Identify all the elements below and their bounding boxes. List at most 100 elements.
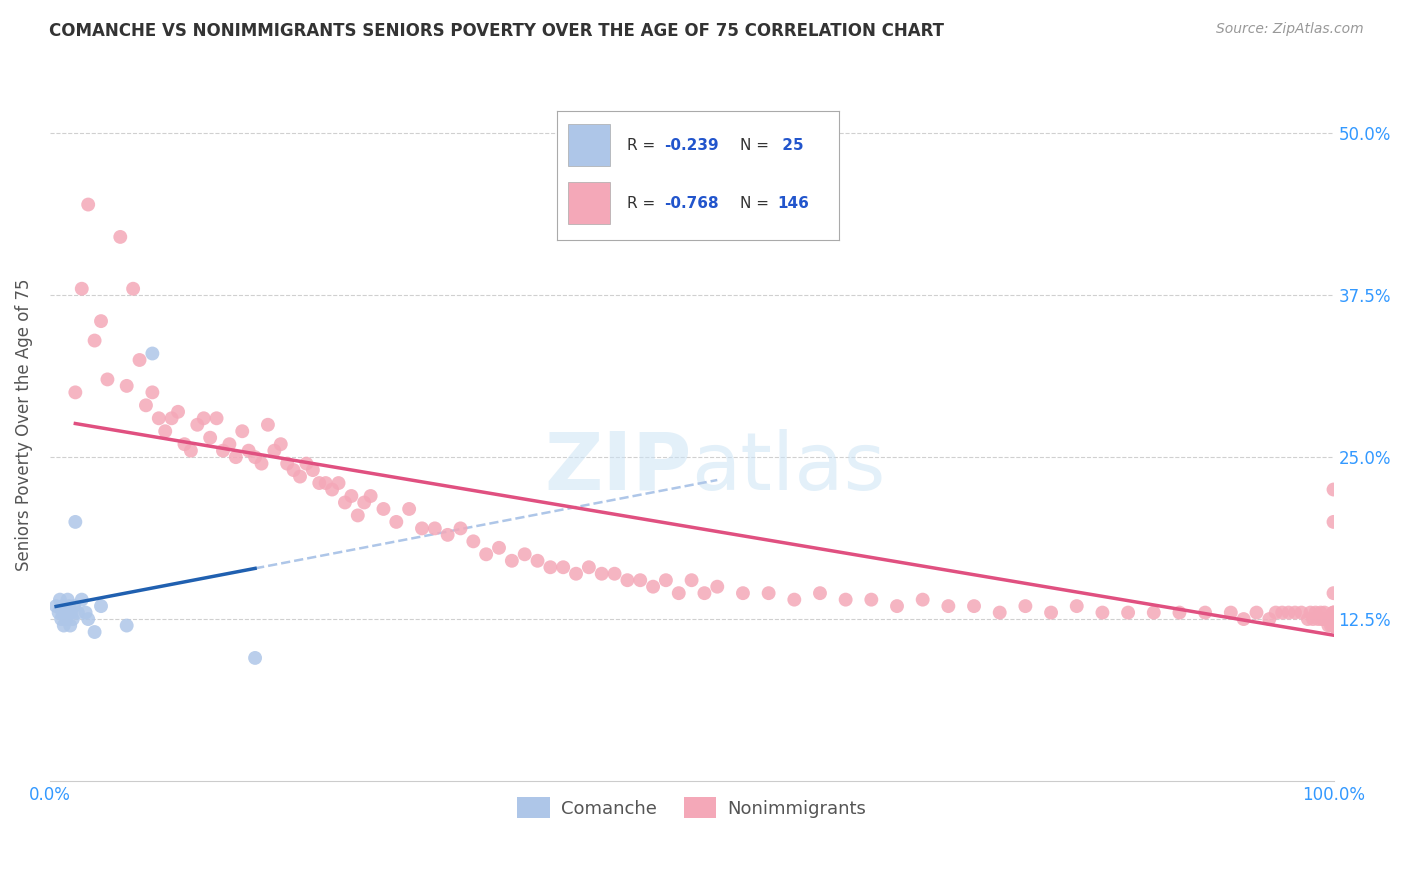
Point	[52, 618, 75, 632]
Point	[60, 606, 83, 620]
Point	[315, 476, 337, 491]
Point	[1291, 606, 1313, 620]
Point	[1322, 606, 1344, 620]
Point	[328, 476, 350, 491]
Point	[1322, 618, 1344, 632]
Point	[167, 405, 190, 419]
Point	[1233, 612, 1256, 626]
Point	[1316, 612, 1339, 626]
Point	[257, 417, 280, 432]
Point	[45, 599, 67, 614]
Point	[628, 573, 651, 587]
Point	[49, 592, 72, 607]
Point	[911, 592, 934, 607]
Point	[1014, 599, 1036, 614]
Point	[553, 560, 575, 574]
Point	[1322, 612, 1344, 626]
Point	[1322, 618, 1344, 632]
Point	[1322, 612, 1344, 626]
Point	[51, 612, 73, 626]
Point	[475, 547, 498, 561]
Text: Source: ZipAtlas.com: Source: ZipAtlas.com	[1216, 22, 1364, 37]
Point	[263, 443, 285, 458]
Point	[1066, 599, 1088, 614]
Point	[373, 502, 395, 516]
Point	[1317, 618, 1340, 632]
Point	[193, 411, 215, 425]
Point	[578, 560, 600, 574]
Point	[693, 586, 716, 600]
Point	[616, 573, 638, 587]
Point	[90, 599, 112, 614]
Point	[1143, 606, 1166, 620]
Point	[115, 379, 138, 393]
Point	[1322, 618, 1344, 632]
Point	[65, 515, 87, 529]
Point	[450, 521, 472, 535]
Point	[1284, 606, 1306, 620]
Point	[1320, 618, 1343, 632]
Point	[62, 612, 84, 626]
Y-axis label: Seniors Poverty Over the Age of 75: Seniors Poverty Over the Age of 75	[15, 278, 32, 571]
Point	[1299, 606, 1322, 620]
Point	[1264, 606, 1286, 620]
Point	[1322, 515, 1344, 529]
Point	[1310, 612, 1333, 626]
Point	[1322, 618, 1344, 632]
Point	[385, 515, 408, 529]
Point	[198, 431, 221, 445]
Point	[526, 554, 548, 568]
Point	[1091, 606, 1114, 620]
Point	[55, 612, 77, 626]
Point	[808, 586, 831, 600]
Point	[1322, 618, 1344, 632]
Point	[1312, 612, 1334, 626]
Point	[641, 580, 664, 594]
Point	[250, 457, 273, 471]
Point	[128, 353, 150, 368]
Point	[243, 450, 266, 464]
Point	[1322, 612, 1344, 626]
Point	[135, 398, 157, 412]
Point	[141, 346, 163, 360]
Point	[1322, 586, 1344, 600]
Point	[1277, 606, 1299, 620]
Point	[77, 612, 100, 626]
Point	[63, 599, 86, 614]
Point	[1322, 618, 1344, 632]
Point	[1322, 618, 1344, 632]
Point	[681, 573, 703, 587]
Point	[1322, 618, 1344, 632]
Point	[225, 450, 247, 464]
Point	[886, 599, 908, 614]
Point	[353, 495, 375, 509]
Point	[1219, 606, 1241, 620]
Point	[988, 606, 1011, 620]
Point	[1296, 612, 1319, 626]
Text: COMANCHE VS NONIMMIGRANTS SENIORS POVERTY OVER THE AGE OF 75 CORRELATION CHART: COMANCHE VS NONIMMIGRANTS SENIORS POVERT…	[49, 22, 945, 40]
Point	[411, 521, 433, 535]
Text: ZIP: ZIP	[544, 428, 692, 507]
Point	[565, 566, 588, 581]
Point	[302, 463, 325, 477]
Point	[110, 230, 132, 244]
Point	[243, 651, 266, 665]
Point	[1322, 618, 1344, 632]
Point	[1322, 612, 1344, 626]
Point	[591, 566, 613, 581]
Point	[488, 541, 510, 555]
Point	[238, 443, 260, 458]
Point	[231, 424, 253, 438]
Point	[48, 606, 70, 620]
Text: atlas: atlas	[692, 428, 886, 507]
Point	[75, 606, 97, 620]
Point	[83, 625, 105, 640]
Point	[96, 372, 118, 386]
Point	[1322, 618, 1344, 632]
Point	[51, 606, 73, 620]
Point	[436, 528, 458, 542]
Point	[340, 489, 363, 503]
Point	[1322, 618, 1344, 632]
Point	[115, 618, 138, 632]
Point	[58, 599, 80, 614]
